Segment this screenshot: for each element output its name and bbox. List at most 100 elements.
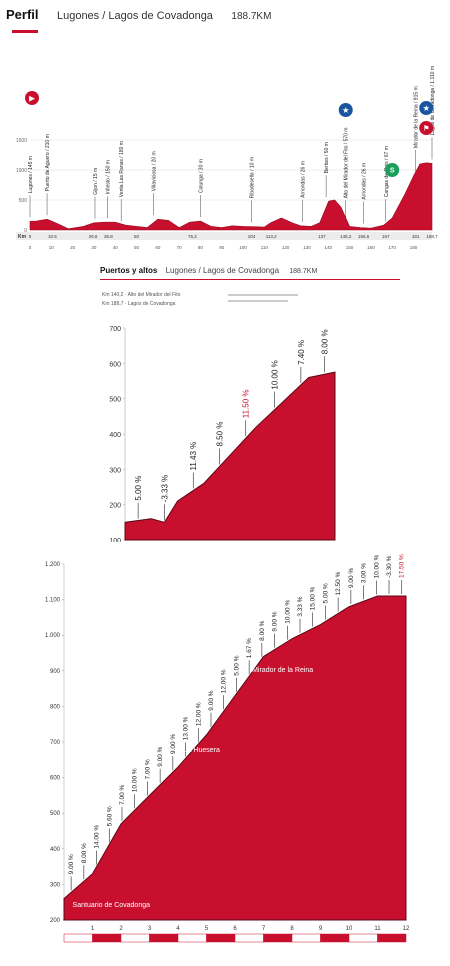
- y-tick-label: 400: [109, 432, 121, 439]
- x-tick-label: 9: [319, 926, 323, 932]
- place-label: Arriondas / 26 m: [362, 163, 368, 200]
- place-label: Ribadesella / 10 m: [250, 157, 256, 198]
- x-tick-label: 0: [29, 245, 32, 250]
- y-tick-label: 1000: [16, 168, 27, 174]
- x-tick-label: 8: [290, 926, 294, 932]
- header: Perfil Lugones / Lagos de Covadonga 188.…: [6, 6, 271, 28]
- profile-area: [29, 162, 433, 231]
- km-ruler-segment: [177, 933, 207, 943]
- gradient-label: 8.00 %: [321, 329, 330, 354]
- place-label: Lugones / 145 m: [28, 156, 34, 193]
- y-tick-label: 700: [109, 326, 121, 333]
- km-marker: 167: [382, 234, 390, 239]
- x-tick-label: 6: [233, 926, 237, 932]
- x-tick-label: 7: [262, 926, 266, 932]
- y-tick-label: 400: [50, 847, 61, 853]
- gradient-label: 13.00 %: [183, 716, 190, 740]
- y-tick-label: 200: [109, 503, 121, 510]
- x-tick-label: 80: [198, 245, 204, 250]
- x-tick-label: 60: [155, 245, 161, 250]
- x-tick-label: 180: [410, 245, 418, 250]
- place-label: Berbes / 50 m: [324, 142, 330, 173]
- distance-label: 188.7KM: [231, 11, 272, 22]
- gradient-label: 3.33 %: [297, 596, 304, 616]
- y-tick-label: 600: [109, 361, 121, 368]
- gradient-label: 9.00 %: [157, 746, 164, 766]
- place-label: Colunga / 30 m: [198, 159, 204, 193]
- place-annotation: Mirador de la Reina: [252, 667, 313, 674]
- header-accent: [12, 30, 38, 33]
- place-label: Arriondas / 26 m: [301, 161, 307, 198]
- gradient-label: 8.00 %: [259, 620, 266, 640]
- kom-icon-glyph: ★: [343, 107, 350, 115]
- x-tick-label: 1: [91, 926, 95, 932]
- place-label: Lagos de Covadonga / 1.110 m: [430, 66, 436, 135]
- y-tick-label: 200: [50, 918, 61, 924]
- climbs-distance: 188.7KM: [289, 268, 318, 275]
- gradient-label: 11.50 %: [242, 389, 251, 418]
- gradient-label: 15.00 %: [310, 586, 317, 610]
- climbs-title: Puertos y altos: [100, 266, 158, 275]
- km-ruler-label: Km: [18, 234, 27, 240]
- km-marker: 50: [134, 234, 140, 239]
- x-tick-label: 12: [403, 926, 410, 932]
- km-ruler-segment: [206, 933, 236, 943]
- gradient-label: 11.43 %: [189, 442, 198, 471]
- gradient-label: 10.00 %: [271, 360, 280, 389]
- route-label: Lugones / Lagos de Covadonga: [56, 10, 213, 22]
- km-ruler-segment: [234, 933, 264, 943]
- place-label: Infiesto / 150 m: [106, 160, 112, 194]
- place-label: Gijon / 15 m: [93, 168, 99, 195]
- x-tick-label: 11: [374, 926, 381, 932]
- gradient-label: 3.00 %: [361, 563, 368, 583]
- gradient-label: 9.00 %: [348, 568, 355, 588]
- sprint-icon: [385, 163, 400, 177]
- y-tick-label: 700: [50, 740, 61, 746]
- climb-area: [63, 595, 407, 921]
- km-marker: 113,2: [266, 234, 277, 239]
- km-marker: 188,7: [426, 234, 438, 239]
- start-icon-glyph: ▶: [28, 96, 35, 103]
- climb-area: [124, 371, 336, 541]
- y-tick-label: 0: [24, 228, 27, 234]
- x-tick-label: 90: [219, 245, 225, 250]
- y-tick-label: 300: [50, 882, 61, 888]
- gradient-label: 5.00 %: [134, 476, 143, 501]
- y-tick-label: 1500: [16, 138, 27, 144]
- gradient-label: 17.50 %: [399, 554, 406, 578]
- gradient-label: 10.00 %: [284, 600, 291, 624]
- fito-climb-chart: 100 200 300 400 500 600 700 5.00 % -3.33 % 11.43 …: [109, 326, 336, 542]
- gradient-label: 10.00 %: [373, 554, 380, 578]
- km-ruler-segment: [92, 933, 122, 943]
- y-tick-label: 600: [50, 776, 61, 782]
- y-tick-label: 500: [19, 198, 28, 204]
- x-tick-label: 30: [91, 245, 97, 250]
- gradient-label: 5.60 %: [106, 806, 113, 826]
- y-tick-label: 500: [109, 397, 121, 404]
- km-marker: 10.5: [48, 234, 57, 239]
- km-marker: 137: [318, 234, 326, 239]
- km-ruler-segment: [377, 933, 407, 943]
- page-title: Perfil: [6, 7, 39, 22]
- km-marker: 104: [248, 234, 256, 239]
- x-tick-label: 130: [303, 245, 311, 250]
- climbs-rule: [100, 279, 400, 280]
- gradient-label: 12.00 %: [221, 669, 228, 693]
- gradient-label: 5.00 %: [322, 583, 329, 603]
- x-tick-label: 100: [239, 245, 247, 250]
- gradient-label: 7.00 %: [119, 784, 126, 804]
- gradient-label: 9.00 %: [68, 854, 75, 874]
- climb-info-1: Km 140,2 · Alto del Mirador del Fito: [102, 292, 181, 298]
- y-tick-label: 300: [109, 467, 121, 474]
- x-tick-label: 50: [134, 245, 140, 250]
- covadonga-climb-chart: 200 300 400 500 600 700 800 900 1.000 1.100 1.200 9…: [45, 554, 410, 943]
- gradient-label: 5.00 %: [233, 655, 240, 675]
- x-tick-label: 160: [367, 245, 375, 250]
- km-ruler-segment: [120, 933, 150, 943]
- y-tick-label: 500: [50, 811, 61, 817]
- place-label: Mirador de la Reina / 915 m: [414, 86, 420, 148]
- climb-info-2: Km 188,7 · Lagos de Covadonga: [102, 301, 176, 307]
- y-tick-label: 1.000: [45, 633, 61, 639]
- gradient-label: 8.50 %: [216, 422, 225, 447]
